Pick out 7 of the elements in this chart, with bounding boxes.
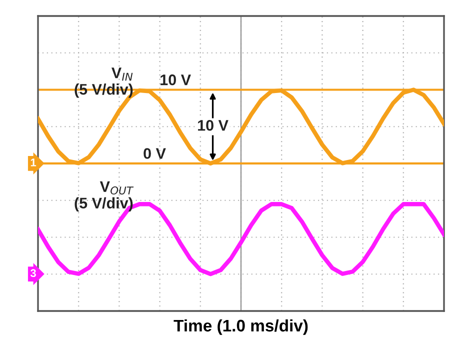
series-label: V$_{OUT}$ (5 V/div) xyxy=(74,181,134,212)
ref-line-label: 10 V xyxy=(160,74,191,86)
ref-line-label: 0 V xyxy=(144,148,166,159)
text: 1 xyxy=(30,158,36,166)
annotation: 10 V xyxy=(198,120,228,131)
text: 3 xyxy=(30,269,36,278)
x-axis-title: Time (1.0 ms/div) xyxy=(174,319,308,335)
